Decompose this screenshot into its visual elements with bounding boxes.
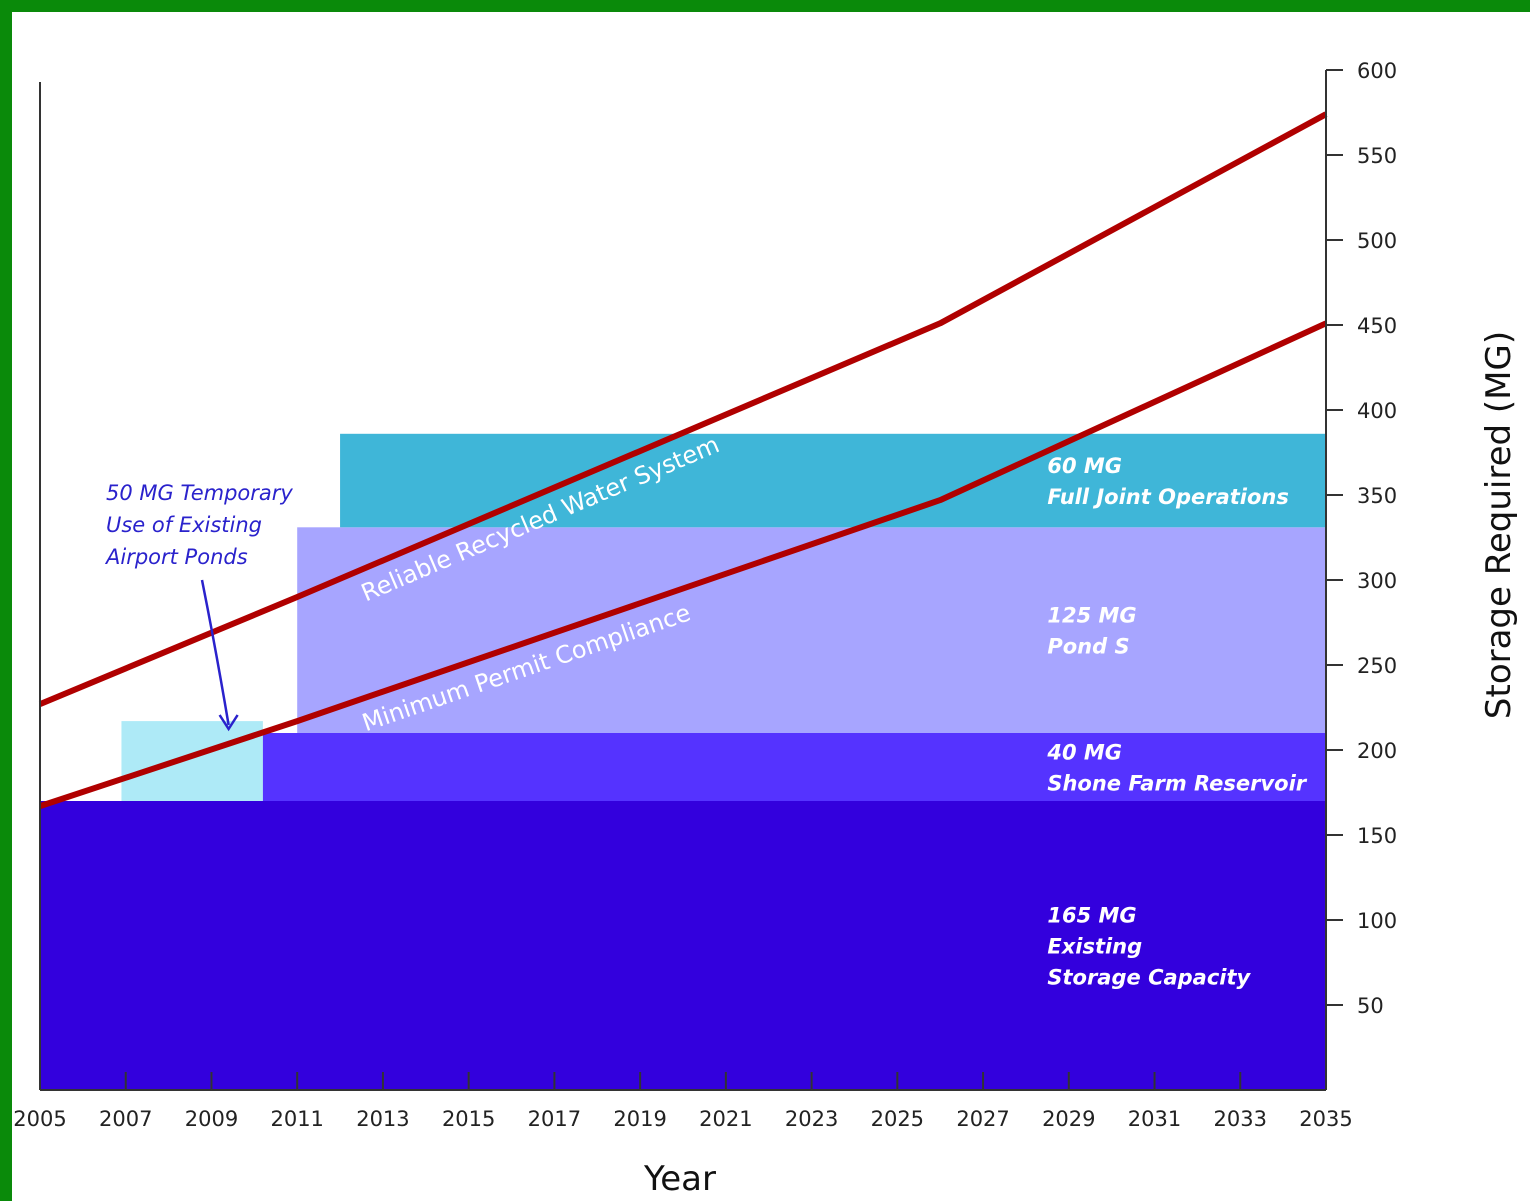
band-label-existing: Existing: [1047, 935, 1142, 959]
y-tick-label: 200: [1357, 739, 1397, 763]
x-axis-title: Year: [643, 1159, 716, 1199]
annotation-text: Airport Ponds: [104, 545, 248, 569]
series-line-1: [38, 111, 1328, 707]
y-tick-label: 450: [1357, 314, 1397, 338]
x-tick-label: 2013: [356, 1107, 409, 1131]
y-tick-label: 600: [1357, 59, 1397, 83]
x-tick-label: 2023: [785, 1107, 838, 1131]
capacity-bands: [40, 433, 1327, 1090]
y-tick-label: 250: [1357, 654, 1397, 678]
y-tick-label: 550: [1357, 144, 1397, 168]
arrow-head-icon: [218, 714, 239, 732]
x-tick-label: 2035: [1299, 1107, 1352, 1131]
band-ponds: [297, 527, 1327, 733]
band-existing: [40, 801, 1326, 1090]
band-airport: [121, 721, 263, 801]
band-label-ponds: 125 MG: [1047, 604, 1136, 628]
y-tick-label: 100: [1357, 909, 1397, 933]
y-tick-label: 350: [1357, 484, 1397, 508]
x-tick-label: 2029: [1042, 1107, 1095, 1131]
band-label-shone: Shone Farm Reservoir: [1047, 772, 1307, 796]
x-tick-label: 2011: [270, 1107, 323, 1131]
x-tick-label: 2015: [442, 1107, 495, 1131]
axes: 2005 2007 2009 2011 2013 2015 2017 2019 2021 2023…: [13, 59, 1397, 1131]
y-tick-label: 400: [1357, 399, 1397, 423]
x-tick-label: 2005: [13, 1107, 66, 1131]
band-label-shone: 40 MG: [1046, 741, 1122, 765]
x-tick-label: 2021: [699, 1107, 752, 1131]
annotation-text: 50 MG Temporary: [106, 481, 293, 505]
band-label-ponds: Pond S: [1047, 635, 1129, 659]
y-axis-title: Storage Required (MG): [1479, 331, 1519, 719]
x-tick-label: 2027: [956, 1107, 1009, 1131]
x-tick-label: 2007: [99, 1107, 152, 1131]
band-shone: [262, 733, 1326, 801]
y-tick-label: 300: [1357, 569, 1397, 593]
x-tick-label: 2033: [1214, 1107, 1267, 1131]
series-line-2: [39, 320, 1328, 809]
x-tick-label: 2017: [528, 1107, 581, 1131]
x-tick-label: 2009: [185, 1107, 238, 1131]
x-tick-label: 2025: [871, 1107, 924, 1131]
band-label-existing: Storage Capacity: [1047, 966, 1251, 990]
x-tick-label: 2031: [1128, 1107, 1181, 1131]
y-tick-label: 150: [1357, 824, 1397, 848]
x-tick-label: 2019: [613, 1107, 666, 1131]
y-tick-label: 50: [1357, 994, 1384, 1018]
band-label-joint: 60 MG: [1047, 454, 1122, 478]
band-label-existing: 165 MG: [1047, 904, 1136, 928]
y-tick-label: 500: [1357, 229, 1397, 253]
requirement-lines: [38, 111, 1328, 809]
annotation-arrow: [200, 579, 230, 726]
annotation-text: Use of Existing: [106, 513, 262, 537]
band-label-joint: Full Joint Operations: [1047, 485, 1289, 509]
